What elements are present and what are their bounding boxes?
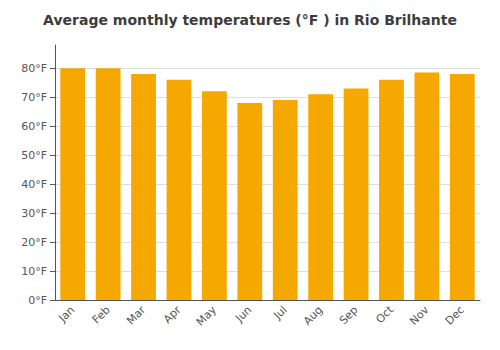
svg-text:50°F: 50°F (21, 149, 47, 162)
svg-text:Oct: Oct (373, 303, 396, 326)
svg-text:Nov: Nov (407, 303, 432, 328)
svg-text:Jan: Jan (55, 303, 77, 325)
svg-text:60°F: 60°F (21, 120, 47, 133)
svg-text:Feb: Feb (90, 303, 113, 326)
svg-text:Sep: Sep (337, 303, 361, 327)
svg-text:20°F: 20°F (21, 236, 47, 249)
svg-text:30°F: 30°F (21, 207, 47, 220)
svg-text:Mar: Mar (124, 303, 148, 327)
svg-text:May: May (194, 303, 220, 329)
svg-text:Average monthly temperatures (: Average monthly temperatures (°F ) in Ri… (43, 12, 457, 28)
svg-text:0°F: 0°F (28, 294, 47, 307)
svg-text:Apr: Apr (161, 303, 184, 326)
svg-text:10°F: 10°F (21, 265, 47, 278)
svg-text:40°F: 40°F (21, 178, 47, 191)
svg-text:Aug: Aug (301, 303, 325, 327)
svg-text:Dec: Dec (443, 303, 467, 327)
svg-text:70°F: 70°F (21, 91, 47, 104)
svg-text:80°F: 80°F (21, 62, 47, 75)
svg-text:Jul: Jul (271, 303, 290, 322)
svg-text:Jun: Jun (232, 303, 254, 325)
